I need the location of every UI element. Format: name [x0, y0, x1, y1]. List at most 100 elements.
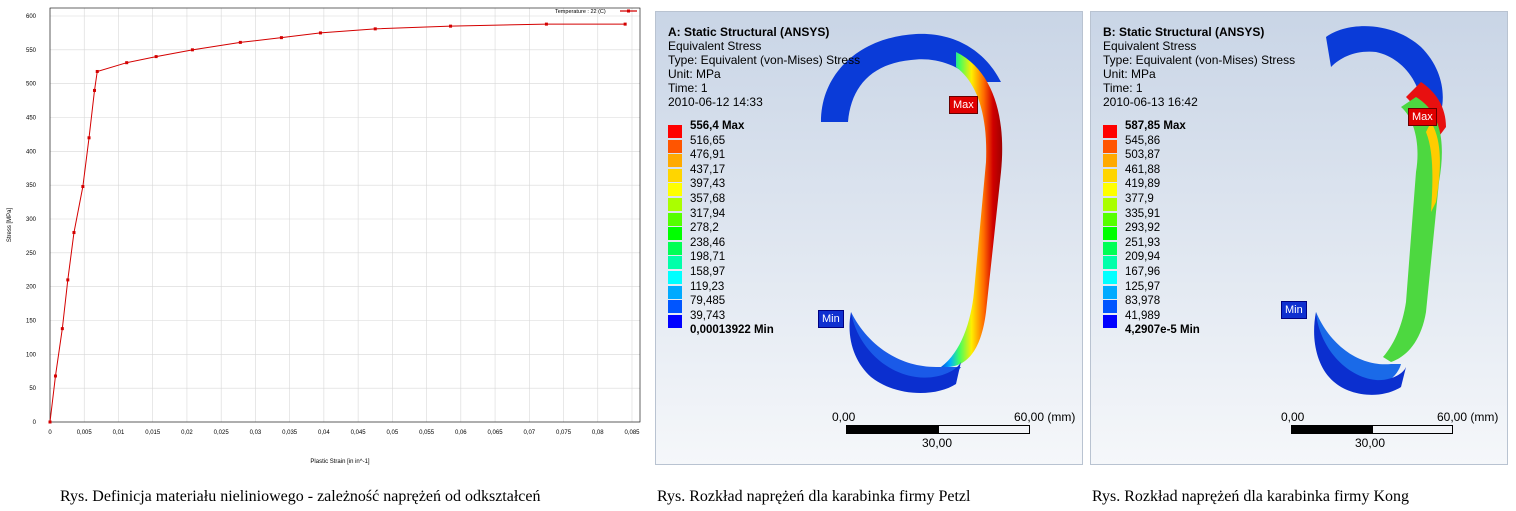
legend-swatch	[668, 183, 682, 197]
legend-swatch	[1103, 212, 1117, 226]
legend-value: 317,94	[690, 207, 726, 220]
legend-swatch	[668, 168, 682, 182]
x-tick-label: 0,015	[145, 430, 161, 436]
x-tick-label: 0,065	[488, 430, 504, 436]
data-point	[449, 24, 453, 28]
data-point	[373, 27, 377, 31]
x-tick-label: 0,045	[351, 430, 367, 436]
legend-value: 419,89	[1125, 178, 1161, 191]
legend-swatch	[668, 300, 682, 314]
legend-swatch	[668, 227, 682, 241]
result-unit: Unit: MPa	[668, 67, 721, 81]
legend-value: 251,93	[1125, 236, 1161, 249]
legend-value: 335,91	[1125, 207, 1161, 220]
scale-mid-label: 30,00	[1355, 436, 1386, 450]
ansys-panel-petzl: A: Static Structural (ANSYS) Equivalent …	[655, 11, 1083, 465]
max-probe-label: Max	[1408, 108, 1437, 126]
result-header-kong: B: Static Structural (ANSYS) Equivalent …	[1103, 25, 1295, 109]
legend-swatch	[668, 314, 682, 328]
data-point	[190, 48, 194, 52]
data-point	[60, 327, 64, 331]
legend-value: 119,23	[690, 280, 725, 293]
data-point	[238, 40, 242, 44]
chart-svg: 0 0,005 0,01 0,015 0,02 0,025 0,03 0,035 0,04 0,0…	[0, 0, 645, 475]
legend-value: 503,87	[1125, 149, 1161, 162]
legend-value: 556,4 Max	[690, 120, 745, 132]
legend-value: 79,485	[690, 295, 726, 308]
legend-swatch	[1103, 271, 1117, 284]
analysis-title: B: Static Structural (ANSYS)	[1103, 25, 1265, 39]
data-point	[81, 185, 85, 189]
x-tick-label: 0,01	[113, 430, 125, 436]
y-tick-label: 400	[26, 149, 37, 155]
legend-value: 198,71	[690, 251, 726, 264]
x-axis-label: Plastic Strain [in in^-1]	[310, 459, 370, 465]
analysis-title: A: Static Structural (ANSYS)	[668, 25, 830, 39]
legend-swatch	[668, 212, 682, 226]
legend-value: 437,17	[690, 163, 726, 176]
legend-value: 377,9	[1125, 193, 1154, 205]
y-tick-label: 0	[33, 420, 37, 426]
legend-swatch	[668, 198, 682, 211]
legend-value: 293,92	[1125, 222, 1161, 235]
y-tick-label: 300	[26, 217, 37, 223]
x-tick-label: 0,04	[318, 430, 330, 436]
legend-swatch	[668, 241, 682, 255]
y-tick-label: 150	[26, 319, 37, 325]
data-point	[48, 420, 52, 424]
carabiner-petzl	[821, 33, 1003, 394]
data-point	[53, 374, 57, 378]
x-tick-label: 0,055	[419, 430, 435, 436]
legend-value: 209,94	[1125, 251, 1161, 264]
caption-chart: Rys. Definicja materiału nieliniowego - …	[60, 488, 541, 505]
data-point	[154, 55, 158, 59]
x-tick-label: 0,02	[181, 430, 193, 436]
legend-value: 0,00013922 Min	[690, 324, 774, 337]
scale-left-label: 0,00	[1281, 410, 1305, 424]
x-tick-label: 0	[48, 430, 52, 436]
y-tick-label: 100	[26, 352, 37, 358]
data-point	[66, 278, 70, 282]
legend-value: 83,978	[1125, 295, 1161, 308]
legend-swatch	[1103, 227, 1117, 241]
legend-swatch	[668, 285, 682, 299]
legend-swatch	[1103, 183, 1117, 197]
y-tick-label: 250	[26, 251, 37, 257]
y-axis-label: Stress [MPa]	[7, 207, 13, 242]
data-point	[279, 36, 283, 40]
y-tick-label: 50	[29, 386, 36, 392]
legend-swatch	[668, 271, 682, 284]
x-tick-label: 0,025	[214, 430, 230, 436]
caption-kong: Rys. Rozkład naprężeń dla karabinka firm…	[1092, 488, 1410, 505]
scale-left-label: 0,00	[832, 410, 856, 424]
data-point	[318, 31, 322, 35]
y-tick-label: 500	[26, 82, 37, 88]
data-point	[95, 69, 99, 73]
scale-bar	[846, 425, 1030, 434]
x-tick-label: 0,075	[556, 430, 572, 436]
x-tick-label: 0,08	[592, 430, 604, 436]
y-tick-label: 450	[26, 116, 37, 122]
x-tick-label: 0,005	[77, 430, 93, 436]
max-probe-label: Max	[949, 96, 978, 114]
legend-marker	[627, 9, 630, 13]
y-tick-label: 350	[26, 183, 37, 189]
legend-swatch	[1103, 300, 1117, 314]
legend-value: 476,91	[690, 149, 726, 162]
legend-swatch	[1103, 198, 1117, 211]
result-unit: Unit: MPa	[1103, 67, 1156, 81]
data-point	[87, 136, 91, 140]
data-point	[623, 22, 627, 26]
result-header-petzl: A: Static Structural (ANSYS) Equivalent …	[668, 25, 860, 109]
legend-value: 41,989	[1125, 309, 1161, 322]
legend-value: 39,743	[690, 309, 726, 322]
result-type: Type: Equivalent (von-Mises) Stress	[668, 53, 861, 67]
legend-value: 587,85 Max	[1125, 120, 1186, 132]
x-tick-label: 0,06	[455, 430, 467, 436]
legend-value: 516,65	[690, 134, 726, 147]
legend-swatch	[1103, 314, 1117, 328]
x-tick-label: 0,07	[523, 430, 535, 436]
min-probe-label: Min	[1281, 301, 1307, 319]
y-tick-label: 200	[26, 285, 37, 291]
ansys-panel-kong: B: Static Structural (ANSYS) Equivalent …	[1090, 11, 1508, 465]
